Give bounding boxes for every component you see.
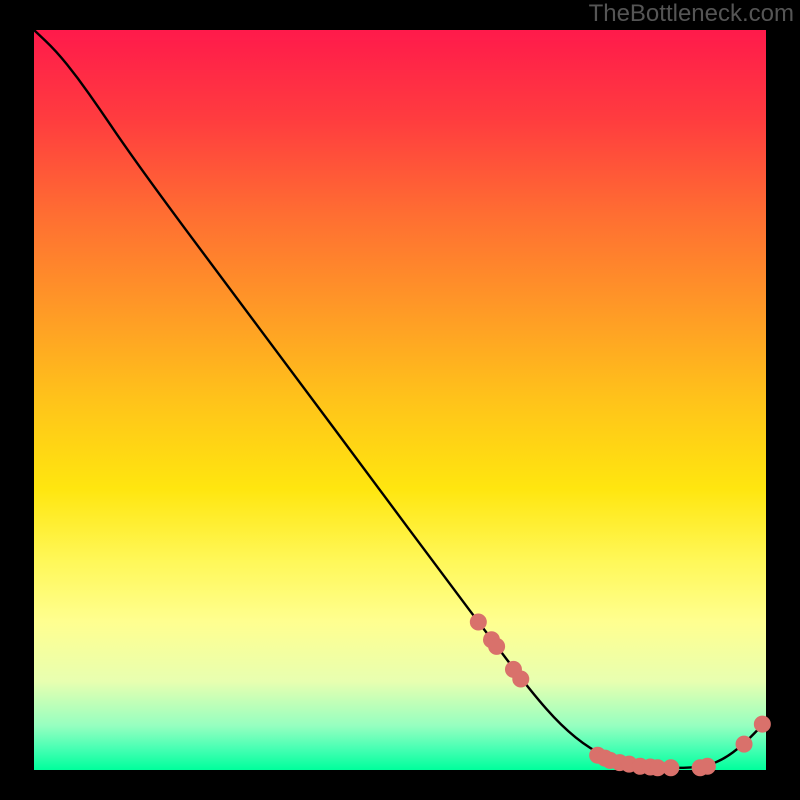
- chart-container: TheBottleneck.com: [0, 0, 800, 800]
- data-marker: [736, 736, 752, 752]
- data-marker: [513, 671, 529, 687]
- gradient-background: [34, 30, 766, 770]
- data-marker: [699, 758, 715, 774]
- watermark-text: TheBottleneck.com: [589, 0, 794, 28]
- data-marker: [663, 760, 679, 776]
- data-marker: [489, 638, 505, 654]
- bottleneck-curve-chart: [0, 0, 800, 800]
- data-marker: [470, 614, 486, 630]
- data-marker: [754, 716, 770, 732]
